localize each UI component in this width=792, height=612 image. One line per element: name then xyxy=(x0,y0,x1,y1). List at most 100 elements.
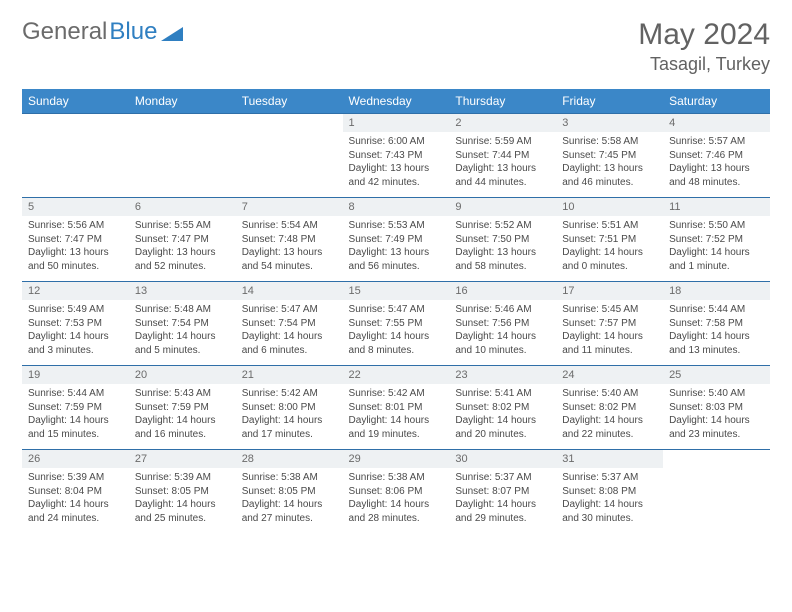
sunset-text: Sunset: 8:02 PM xyxy=(455,401,550,415)
daylight-text: Daylight: 13 hours and 48 minutes. xyxy=(669,162,764,189)
calendar-cell: 1Sunrise: 6:00 AMSunset: 7:43 PMDaylight… xyxy=(343,114,450,198)
calendar-cell: 24Sunrise: 5:40 AMSunset: 8:02 PMDayligh… xyxy=(556,366,663,450)
cell-body: Sunrise: 5:59 AMSunset: 7:44 PMDaylight:… xyxy=(449,132,556,193)
sunset-text: Sunset: 7:56 PM xyxy=(455,317,550,331)
daylight-text: Daylight: 14 hours and 1 minute. xyxy=(669,246,764,273)
day-number: 5 xyxy=(22,198,129,216)
day-number: 6 xyxy=(129,198,236,216)
header: GeneralBlue May 2024 Tasagil, Turkey xyxy=(22,18,770,75)
cell-body: Sunrise: 5:40 AMSunset: 8:02 PMDaylight:… xyxy=(556,384,663,445)
cell-body: Sunrise: 5:43 AMSunset: 7:59 PMDaylight:… xyxy=(129,384,236,445)
daylight-text: Daylight: 14 hours and 11 minutes. xyxy=(562,330,657,357)
cell-body: Sunrise: 5:45 AMSunset: 7:57 PMDaylight:… xyxy=(556,300,663,361)
calendar-cell: 30Sunrise: 5:37 AMSunset: 8:07 PMDayligh… xyxy=(449,450,556,534)
sunrise-text: Sunrise: 5:54 AM xyxy=(242,219,337,233)
logo-triangle-icon xyxy=(161,23,183,41)
sunrise-text: Sunrise: 5:47 AM xyxy=(349,303,444,317)
daylight-text: Daylight: 14 hours and 24 minutes. xyxy=(28,498,123,525)
daylight-text: Daylight: 14 hours and 16 minutes. xyxy=(135,414,230,441)
sunrise-text: Sunrise: 5:41 AM xyxy=(455,387,550,401)
sunset-text: Sunset: 7:53 PM xyxy=(28,317,123,331)
sunrise-text: Sunrise: 5:53 AM xyxy=(349,219,444,233)
sunset-text: Sunset: 7:45 PM xyxy=(562,149,657,163)
daylight-text: Daylight: 13 hours and 56 minutes. xyxy=(349,246,444,273)
day-number: 15 xyxy=(343,282,450,300)
sunset-text: Sunset: 7:48 PM xyxy=(242,233,337,247)
daylight-text: Daylight: 13 hours and 54 minutes. xyxy=(242,246,337,273)
sunset-text: Sunset: 7:54 PM xyxy=(135,317,230,331)
daylight-text: Daylight: 14 hours and 29 minutes. xyxy=(455,498,550,525)
calendar-cell: 22Sunrise: 5:42 AMSunset: 8:01 PMDayligh… xyxy=(343,366,450,450)
calendar-cell: 17Sunrise: 5:45 AMSunset: 7:57 PMDayligh… xyxy=(556,282,663,366)
cell-body: Sunrise: 5:38 AMSunset: 8:05 PMDaylight:… xyxy=(236,468,343,529)
calendar-cell: 28Sunrise: 5:38 AMSunset: 8:05 PMDayligh… xyxy=(236,450,343,534)
cell-body: Sunrise: 6:00 AMSunset: 7:43 PMDaylight:… xyxy=(343,132,450,193)
sunset-text: Sunset: 8:00 PM xyxy=(242,401,337,415)
calendar-cell: 21Sunrise: 5:42 AMSunset: 8:00 PMDayligh… xyxy=(236,366,343,450)
calendar-cell: 5Sunrise: 5:56 AMSunset: 7:47 PMDaylight… xyxy=(22,198,129,282)
sunrise-text: Sunrise: 6:00 AM xyxy=(349,135,444,149)
sunrise-text: Sunrise: 5:42 AM xyxy=(242,387,337,401)
day-number: 24 xyxy=(556,366,663,384)
day-number: 13 xyxy=(129,282,236,300)
day-number: 1 xyxy=(343,114,450,132)
sunrise-text: Sunrise: 5:49 AM xyxy=(28,303,123,317)
sunrise-text: Sunrise: 5:43 AM xyxy=(135,387,230,401)
cell-body: Sunrise: 5:46 AMSunset: 7:56 PMDaylight:… xyxy=(449,300,556,361)
daylight-text: Daylight: 14 hours and 27 minutes. xyxy=(242,498,337,525)
cell-body: Sunrise: 5:44 AMSunset: 7:58 PMDaylight:… xyxy=(663,300,770,361)
calendar-cell: 27Sunrise: 5:39 AMSunset: 8:05 PMDayligh… xyxy=(129,450,236,534)
sunrise-text: Sunrise: 5:38 AM xyxy=(349,471,444,485)
calendar-cell xyxy=(236,114,343,198)
sunset-text: Sunset: 8:07 PM xyxy=(455,485,550,499)
daylight-text: Daylight: 14 hours and 8 minutes. xyxy=(349,330,444,357)
sunrise-text: Sunrise: 5:42 AM xyxy=(349,387,444,401)
calendar-week-row: 5 Sunrise: 5:56 AMSunset: 7:47 PM Daylight… xyxy=(22,198,770,282)
cell-body: Sunrise: 5:42 AMSunset: 8:00 PMDaylight:… xyxy=(236,384,343,445)
sunset-text: Sunset: 8:03 PM xyxy=(669,401,764,415)
calendar-cell: 9Sunrise: 5:52 AMSunset: 7:50 PMDaylight… xyxy=(449,198,556,282)
daylight-text: Daylight: 14 hours and 28 minutes. xyxy=(349,498,444,525)
sunset-text: Sunset: 7:55 PM xyxy=(349,317,444,331)
sunrise-text: Sunrise: 5:56 AM xyxy=(28,219,123,233)
day-number: 27 xyxy=(129,450,236,468)
day-number: 20 xyxy=(129,366,236,384)
day-number: 11 xyxy=(663,198,770,216)
day-number: 16 xyxy=(449,282,556,300)
daylight-text: Daylight: 14 hours and 10 minutes. xyxy=(455,330,550,357)
sunrise-text: Sunrise: 5:38 AM xyxy=(242,471,337,485)
sunrise-text: Sunrise: 5:40 AM xyxy=(669,387,764,401)
sunrise-text: Sunrise: 5:47 AM xyxy=(242,303,337,317)
sunset-text: Sunset: 8:05 PM xyxy=(242,485,337,499)
cell-body: Sunrise: 5:37 AMSunset: 8:08 PMDaylight:… xyxy=(556,468,663,529)
day-number: 2 xyxy=(449,114,556,132)
daylight-text: Daylight: 14 hours and 22 minutes. xyxy=(562,414,657,441)
cell-body: Sunrise: 5:54 AMSunset: 7:48 PMDaylight:… xyxy=(236,216,343,277)
day-number: 30 xyxy=(449,450,556,468)
daylight-text: Daylight: 14 hours and 19 minutes. xyxy=(349,414,444,441)
location: Tasagil, Turkey xyxy=(638,54,770,75)
sunset-text: Sunset: 7:57 PM xyxy=(562,317,657,331)
calendar-week-row: 26Sunrise: 5:39 AMSunset: 8:04 PMDayligh… xyxy=(22,450,770,534)
sunset-text: Sunset: 7:49 PM xyxy=(349,233,444,247)
cell-body: Sunrise: 5:38 AMSunset: 8:06 PMDaylight:… xyxy=(343,468,450,529)
daylight-text: Daylight: 14 hours and 15 minutes. xyxy=(28,414,123,441)
calendar-cell: 2Sunrise: 5:59 AMSunset: 7:44 PMDaylight… xyxy=(449,114,556,198)
calendar-cell: 6Sunrise: 5:55 AMSunset: 7:47 PMDaylight… xyxy=(129,198,236,282)
cell-body: Sunrise: 5:57 AMSunset: 7:46 PMDaylight:… xyxy=(663,132,770,193)
weekday-header: Thursday xyxy=(449,89,556,114)
sunset-text: Sunset: 7:44 PM xyxy=(455,149,550,163)
calendar-cell: 23Sunrise: 5:41 AMSunset: 8:02 PMDayligh… xyxy=(449,366,556,450)
daylight-text: Daylight: 14 hours and 13 minutes. xyxy=(669,330,764,357)
sunset-text: Sunset: 7:47 PM xyxy=(28,233,123,247)
calendar-cell: 8Sunrise: 5:53 AMSunset: 7:49 PMDaylight… xyxy=(343,198,450,282)
sunrise-text: Sunrise: 5:50 AM xyxy=(669,219,764,233)
sunrise-text: Sunrise: 5:37 AM xyxy=(562,471,657,485)
sunrise-text: Sunrise: 5:40 AM xyxy=(562,387,657,401)
day-number: 21 xyxy=(236,366,343,384)
cell-body: Sunrise: 5:39 AMSunset: 8:05 PMDaylight:… xyxy=(129,468,236,529)
day-number: 18 xyxy=(663,282,770,300)
day-number: 12 xyxy=(22,282,129,300)
sunset-text: Sunset: 7:59 PM xyxy=(28,401,123,415)
calendar-cell: 10Sunrise: 5:51 AMSunset: 7:51 PMDayligh… xyxy=(556,198,663,282)
